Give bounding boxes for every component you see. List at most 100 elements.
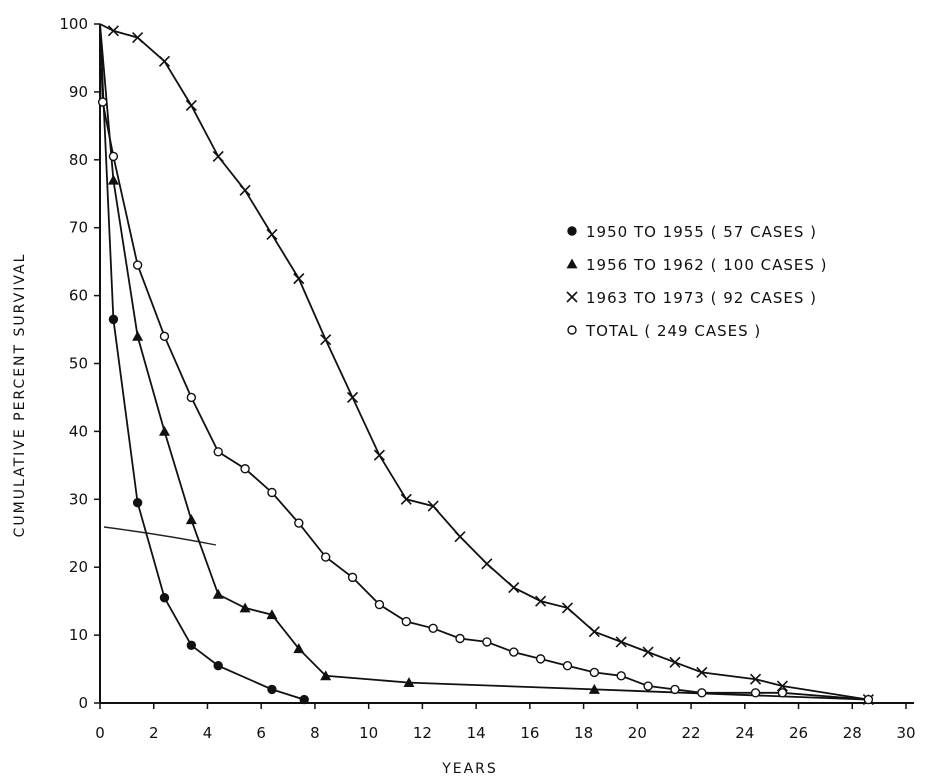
series-layer [97, 23, 874, 706]
data-point-cross [427, 500, 439, 512]
x-tick-label: 30 [896, 724, 915, 742]
data-point-filled-triangle [588, 683, 600, 694]
series-line [99, 23, 869, 701]
data-point-cross [212, 150, 224, 162]
data-point-cross [776, 680, 788, 692]
data-point-open-circle [750, 688, 761, 698]
data-point-open-circle [562, 660, 573, 671]
data-point-filled-circle [159, 593, 170, 603]
data-point-open-circle [643, 681, 653, 691]
data-point-cross [669, 656, 681, 668]
data-point-open-circle [267, 487, 277, 498]
series-filled-circle [99, 23, 309, 705]
x-tick-label: 28 [843, 724, 862, 742]
data-point-cross [454, 531, 466, 543]
data-point-cross [535, 595, 547, 607]
data-point-open-circle [616, 671, 626, 681]
data-point-cross [749, 673, 762, 685]
data-point-filled-triangle [293, 643, 305, 654]
data-point-cross [642, 646, 654, 658]
data-point-cross [400, 493, 412, 505]
data-point-filled-triangle [107, 174, 119, 185]
x-tick-label: 20 [628, 724, 647, 742]
y-tick-label: 50 [69, 355, 88, 373]
data-point-filled-circle [132, 497, 143, 508]
series-line [99, 23, 305, 701]
data-point-cross [566, 291, 578, 303]
data-point-filled-triangle [403, 677, 415, 688]
data-point-open-circle [509, 647, 519, 657]
data-point-cross [266, 228, 278, 241]
data-point-cross [132, 32, 144, 44]
y-tick-label: 30 [69, 490, 88, 508]
y-tick-label: 90 [69, 83, 88, 101]
x-tick-label: 26 [789, 724, 808, 742]
series-cross [99, 23, 874, 706]
y-tick-label: 70 [69, 219, 88, 237]
data-point-cross [107, 25, 119, 37]
legend-item: 1963 TO 1973 ( 92 CASES ) [566, 289, 817, 307]
y-tick-label: 60 [69, 287, 88, 305]
y-tick-label: 10 [69, 626, 88, 644]
data-point-open-circle [697, 688, 707, 698]
legend-item: TOTAL ( 249 CASES ) [567, 322, 761, 340]
data-point-cross [373, 449, 385, 461]
data-point-filled-circle [299, 694, 309, 705]
legend-item: 1956 TO 1962 ( 100 CASES ) [566, 256, 827, 274]
data-point-open-circle [186, 392, 197, 403]
data-point-cross [320, 334, 332, 346]
y-tick-label: 20 [69, 558, 88, 576]
data-point-open-circle [670, 684, 680, 695]
data-point-open-circle [589, 667, 600, 678]
data-point-filled-triangle [320, 670, 332, 681]
x-tick-label: 0 [95, 724, 105, 742]
y-tick-label: 40 [69, 422, 88, 440]
data-point-filled-triangle [266, 609, 278, 620]
data-point-cross [239, 184, 251, 196]
data-point-open-circle [567, 325, 577, 335]
data-point-filled-circle [213, 660, 223, 671]
data-point-filled-circle [108, 314, 119, 325]
data-point-cross [293, 273, 305, 285]
data-point-open-circle [213, 447, 223, 457]
data-point-open-circle [455, 633, 465, 644]
data-point-open-circle [347, 572, 358, 583]
legend-label: TOTAL ( 249 CASES ) [585, 322, 761, 340]
x-tick-label: 18 [574, 724, 593, 742]
data-point-cross [481, 558, 493, 570]
legend-label: 1963 TO 1973 ( 92 CASES ) [586, 289, 817, 307]
x-tick-label: 6 [256, 724, 266, 742]
data-point-cross [158, 55, 171, 67]
data-point-filled-triangle [158, 425, 170, 436]
data-point-open-circle [401, 616, 411, 627]
x-tick-label: 4 [203, 724, 213, 742]
data-point-filled-triangle [566, 258, 578, 269]
data-point-filled-circle [567, 226, 577, 236]
data-point-filled-triangle [239, 602, 251, 613]
x-tick-label: 14 [467, 724, 486, 742]
data-point-cross [696, 666, 708, 679]
data-point-filled-triangle [185, 514, 197, 525]
x-axis-title: YEARS [441, 761, 498, 777]
data-point-open-circle [97, 97, 108, 107]
data-point-open-circle [159, 331, 170, 342]
series-open-circle [97, 23, 874, 705]
data-point-open-circle [482, 637, 492, 647]
y-tick-label: 0 [78, 694, 88, 712]
data-point-filled-triangle [212, 588, 224, 599]
x-tick-label: 16 [520, 724, 539, 742]
data-point-cross [185, 99, 197, 112]
x-tick-label: 12 [413, 724, 432, 742]
legend: 1950 TO 1955 ( 57 CASES ) 1956 TO 1962 ( … [566, 223, 827, 340]
stray-pen-mark [103, 526, 217, 546]
series-filled-triangle [99, 23, 874, 705]
data-point-open-circle [777, 688, 788, 698]
data-point-filled-circle [267, 684, 277, 695]
y-tick-label: 100 [59, 15, 88, 33]
data-point-open-circle [108, 151, 119, 162]
data-point-cross [561, 602, 574, 614]
data-point-open-circle [294, 518, 304, 528]
y-tick-label: 80 [69, 151, 88, 169]
legend-label: 1950 TO 1955 ( 57 CASES ) [586, 223, 817, 241]
data-point-open-circle [320, 552, 331, 562]
